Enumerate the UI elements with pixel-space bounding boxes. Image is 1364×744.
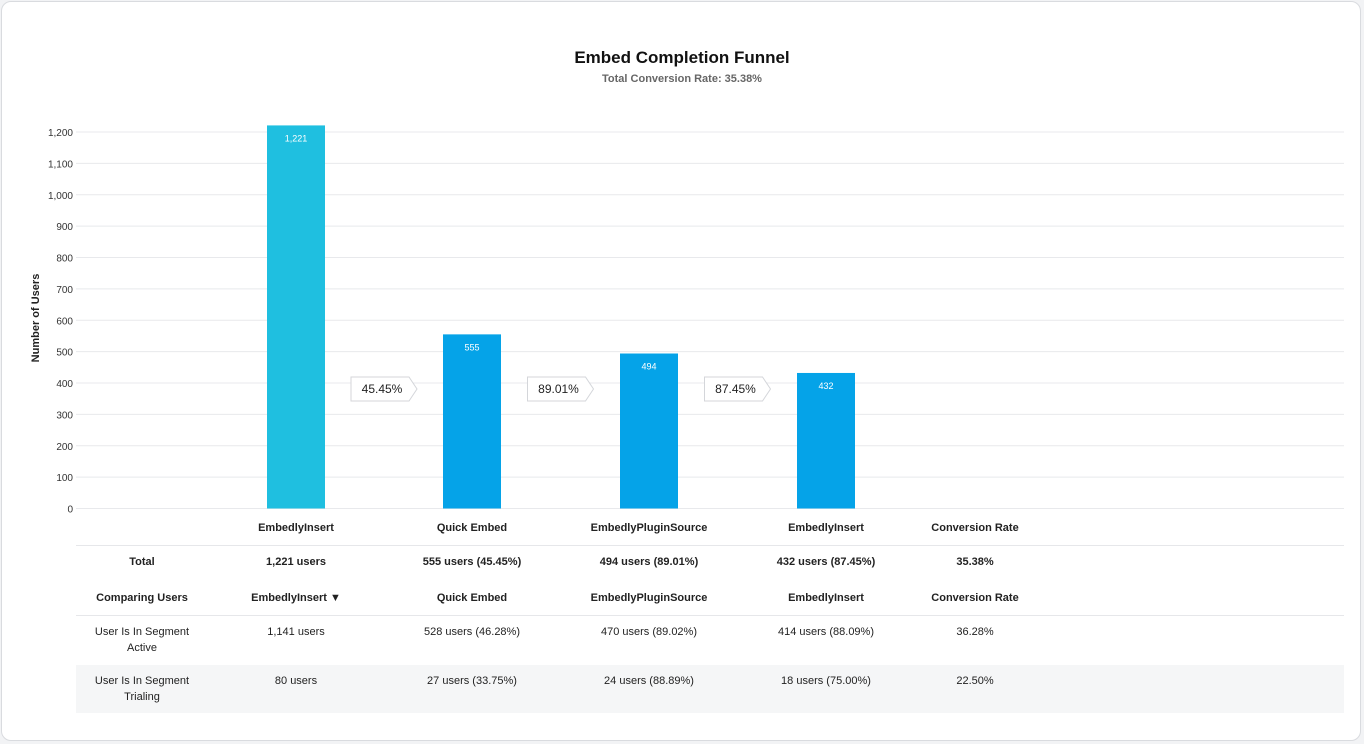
compare-header-cell: EmbedlyInsert [788, 592, 864, 604]
segment-cell: 528 users (46.28%) [424, 626, 520, 638]
segment-cell: 470 users (89.02%) [601, 626, 697, 638]
y-tick-label: 0 [67, 505, 73, 516]
y-tick-label: 700 [56, 285, 73, 296]
compare-header-cell: Conversion Rate [931, 592, 1019, 604]
segment-name-line: Active [127, 642, 157, 654]
total-cell: 35.38% [956, 556, 994, 568]
segment-name-line: User Is In Segment [94, 675, 190, 687]
y-tick-label: 600 [56, 316, 73, 327]
y-tick-label: 200 [56, 442, 73, 453]
bar-value-label: 1,221 [285, 133, 308, 143]
bar [797, 372, 855, 509]
sort-column-header[interactable]: EmbedlyInsert ▼ [251, 592, 341, 604]
y-tick-label: 1,200 [48, 128, 73, 139]
y-tick-label: 400 [56, 379, 73, 390]
step-conversion-label: 89.01% [538, 382, 579, 396]
bar-value-label: 555 [464, 342, 479, 352]
step-conversion-badge [350, 376, 418, 402]
compare-header-cell: EmbedlyPluginSource [590, 592, 708, 604]
table-divider [76, 545, 1344, 546]
category-label: EmbedlyPluginSource [590, 522, 708, 534]
segment-cell: 18 users (75.00%) [781, 675, 871, 687]
segment-cell: 414 users (88.09%) [778, 626, 874, 638]
bar-value-label: 432 [818, 381, 833, 391]
step-conversion-label: 87.45% [715, 382, 756, 396]
category-label: EmbedlyInsert [788, 522, 864, 534]
category-label: Quick Embed [436, 522, 508, 534]
segment-name: User Is In Segment Trialing [95, 673, 189, 705]
y-tick-label: 800 [56, 254, 73, 265]
bar-value-label: 494 [641, 362, 656, 372]
funnel-chart: 0 100 200 300 400 500 600 700 800 900 1,000 1,100 1,… [48, 125, 1344, 516]
total-cell: 432 users (87.45%) [776, 556, 876, 568]
y-tick-label: 900 [56, 222, 73, 233]
segment-name-line: User Is In Segment [94, 626, 190, 638]
bar [443, 334, 501, 509]
y-tick-label: 100 [56, 473, 73, 484]
total-cell: 555 users (45.45%) [422, 556, 522, 568]
row-background [76, 665, 1344, 713]
step-conversion-badge [527, 376, 595, 402]
segment-name-line: Trialing [124, 691, 160, 703]
step-conversion-label: 45.45% [362, 382, 403, 396]
chart-subtitle: Total Conversion Rate: 35.38% [602, 73, 762, 85]
chart-title: Embed Completion Funnel [574, 48, 790, 67]
comparing-users-header: Comparing Users [96, 592, 188, 604]
segment-name: User Is In Segment Active [95, 624, 189, 656]
total-row-label: Total [129, 556, 155, 568]
conversion-rate-header: Conversion Rate [931, 522, 1019, 534]
step-conversion-badge [704, 376, 772, 402]
segment-cell: 80 users [274, 675, 318, 687]
segment-cell: 22.50% [956, 675, 994, 687]
compare-header-cell: Quick Embed [436, 592, 508, 604]
table-divider [76, 615, 1344, 616]
category-label: EmbedlyInsert [258, 522, 334, 534]
y-tick-label: 300 [56, 410, 73, 421]
bar [620, 353, 678, 509]
segment-cell: 1,141 users [267, 626, 325, 638]
segment-cell: 36.28% [956, 626, 994, 638]
bar [267, 125, 325, 509]
segment-cell: 27 users (33.75%) [427, 675, 517, 687]
y-tick-label: 1,100 [48, 159, 73, 170]
y-tick-label: 1,000 [48, 191, 73, 202]
total-cell: 1,221 users [266, 556, 326, 568]
total-cell: 494 users (89.01%) [599, 556, 699, 568]
y-tick-label: 500 [56, 348, 73, 359]
segment-cell: 24 users (88.89%) [604, 675, 694, 687]
